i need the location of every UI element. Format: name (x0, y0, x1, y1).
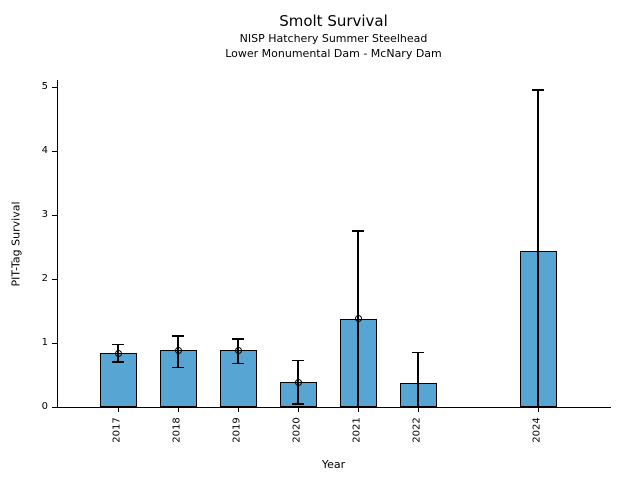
x-axis-tick (297, 407, 299, 412)
errorbar-cap-bottom-2019 (232, 362, 244, 365)
x-axis-tick-label: 2018 (171, 417, 183, 443)
y-axis-tick (52, 278, 57, 280)
errorbar-cap-bottom-2020 (292, 403, 304, 405)
y-axis-tick-label: 5 (41, 81, 48, 93)
errorbar-cap-bottom-2018 (172, 366, 184, 369)
x-axis-tick-label: 2022 (411, 417, 423, 443)
y-axis-tick-label: 3 (41, 209, 48, 221)
x-axis-tick (417, 407, 419, 412)
errorbar-cap-bottom-2017 (112, 361, 124, 363)
chart-title: Smolt Survival (279, 12, 388, 30)
point-marker-2017 (114, 349, 122, 357)
x-axis-tick (177, 407, 179, 412)
errorbar-cap-top-2019 (232, 338, 244, 340)
errorbar-2024 (537, 90, 539, 407)
y-axis-tick (52, 406, 57, 408)
errorbar-cap-top-2024 (532, 89, 544, 91)
x-axis-tick-label: 2020 (291, 417, 303, 443)
y-axis-tick-label: 2 (41, 273, 48, 285)
point-marker-2019 (234, 346, 242, 354)
y-axis-tick (52, 342, 57, 344)
errorbar-2022 (417, 352, 419, 407)
y-axis-tick-label: 0 (41, 401, 48, 412)
errorbar-cap-top-2022 (412, 351, 424, 354)
y-axis-tick-label: 4 (41, 145, 48, 157)
x-axis-tick (237, 407, 239, 412)
plot-area (52, 80, 611, 412)
y-axis-tick-label: 1 (41, 337, 48, 348)
x-axis-tick (357, 407, 359, 412)
chart-header: Smolt Survival NISP Hatchery Summer Stee… (57, 12, 610, 61)
errorbar-cap-top-2018 (172, 335, 184, 337)
point-marker-2018 (174, 346, 182, 354)
y-axis-tick (52, 150, 57, 152)
x-axis-label: Year (321, 458, 346, 471)
y-axis-tick (52, 86, 57, 88)
errorbar-cap-top-2017 (112, 343, 124, 346)
errorbar-cap-top-2020 (292, 359, 304, 362)
x-axis-tick (117, 407, 119, 412)
x-axis-tick (537, 407, 539, 412)
chart-subtitle-line2: Lower Monumental Dam - McNary Dam (225, 47, 442, 60)
x-axis-tick-label: 2021 (351, 417, 363, 443)
x-axis-tick-label: 2017 (111, 417, 123, 443)
y-axis-tick (52, 214, 57, 216)
point-marker-2020 (294, 378, 302, 386)
errorbar-cap-top-2021 (352, 230, 364, 232)
x-axis-tick-label: 2024 (531, 417, 543, 443)
x-axis-tick-label: 2019 (231, 417, 243, 443)
point-marker-2021 (354, 315, 362, 323)
chart-subtitle-line1: NISP Hatchery Summer Steelhead (239, 32, 428, 45)
